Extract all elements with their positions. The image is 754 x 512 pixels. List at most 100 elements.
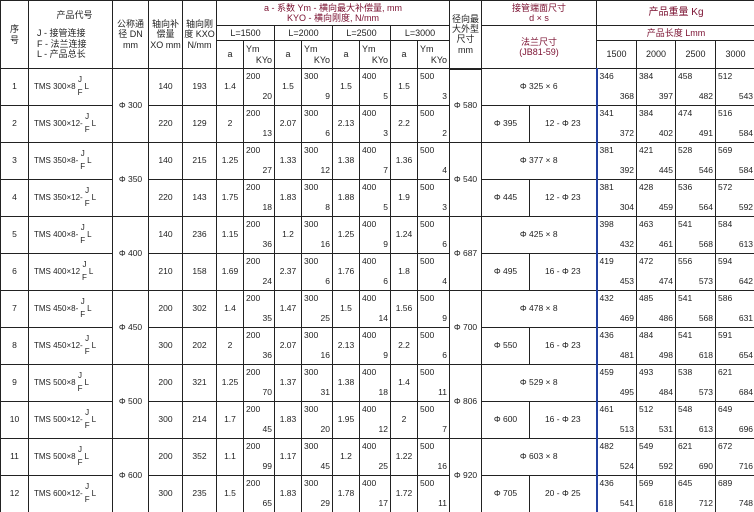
ym-kyo-cell: 400 17: [359, 475, 391, 512]
table-row: 8 TMS 450×12- J F L 300 202 2 200 36 2.07 300 16 2.13…: [0, 327, 754, 365]
pipe-end-size: Φ 377 × 8: [480, 142, 598, 180]
ym-value: 200: [246, 367, 261, 377]
weight-f: 397: [658, 91, 674, 102]
coefficient-a: 1.2: [332, 438, 360, 476]
weight-j: 591: [718, 330, 733, 340]
weight-cell: 541 618: [675, 327, 717, 365]
weight-f: 491: [698, 128, 714, 139]
kyo-value: 6: [325, 128, 330, 139]
weight-j: 689: [718, 478, 733, 488]
header-radial: 径向最大外型尺寸 mm: [449, 0, 482, 70]
coefficient-a: 1.15: [216, 216, 244, 254]
l-mark: L: [91, 489, 97, 499]
weight-f: 748: [738, 498, 754, 509]
ym-kyo-cell: 400 5: [359, 179, 391, 217]
product-code-text: TMS 350×12-: [34, 193, 83, 203]
weight-cell: 458 482: [675, 68, 717, 106]
table-row: 12 TMS 600×12- J F L 300 235 1.5 200 65 1.83 300 29 1…: [0, 475, 754, 512]
coefficient-a: 1.56: [390, 290, 418, 328]
flange-diameter: Φ 495: [481, 253, 530, 291]
coefficient-a: 1.38: [332, 142, 360, 180]
ym-kyo-cell: 200 36: [243, 327, 275, 365]
radial-max-size: Φ 920: [449, 438, 482, 512]
flange-diameter: Φ 395: [481, 105, 530, 143]
j-mark: J: [82, 260, 87, 270]
header-flange: 法兰尺寸 (JB81-59): [480, 25, 598, 69]
coefficient-a: 1.5: [390, 68, 418, 106]
coefficient-a: 1.25: [332, 216, 360, 254]
row-number: 5: [0, 216, 29, 254]
kyo-value: 13: [262, 128, 272, 139]
axial-stiffness: 193: [182, 68, 217, 106]
coefficient-a: 1.69: [216, 253, 244, 291]
ym-kyo-cell: 200 99: [243, 438, 275, 476]
header-kxo: 轴向刚度 KXO N/mm: [182, 0, 217, 69]
j-mark: J: [78, 75, 83, 85]
ym-kyo-cell: 300 45: [301, 438, 333, 476]
weight-j: 398: [599, 219, 614, 229]
header-a: a: [216, 40, 244, 69]
coefficient-a: 2.2: [390, 105, 418, 143]
f-mark: F: [84, 347, 90, 356]
axial-compensation: 220: [148, 105, 183, 143]
weight-cell: 549 592: [636, 438, 677, 476]
row-number: 3: [0, 142, 29, 180]
radial-max-size: Φ 806: [449, 364, 482, 439]
weight-j: 649: [718, 404, 733, 414]
weight-f: 592: [658, 461, 674, 472]
j-mark: J: [80, 297, 85, 307]
ym-value: 400: [362, 182, 377, 192]
ym-kyo-cell: 300 20: [301, 401, 333, 439]
weight-j: 512: [639, 404, 654, 414]
pipe-end-title: 接管端面尺寸: [512, 2, 567, 13]
product-code: TMS 450×12- J F L: [28, 327, 113, 365]
axial-compensation: 140: [148, 68, 183, 106]
ym-kyo-cell: 200 70: [243, 364, 275, 402]
pipe-end-sub: d × s: [529, 13, 549, 23]
kyo-value: 2: [442, 128, 447, 139]
flange-bolt-holes: 16 - Φ 23: [528, 253, 598, 291]
kyo-value: 6: [325, 276, 330, 287]
weight-f: 459: [658, 202, 674, 213]
header-ym-kyo: Ym KYo: [417, 40, 450, 69]
kyo-value: 3: [442, 91, 447, 102]
kyo-value: 6: [442, 239, 447, 250]
weight-f: 531: [658, 424, 674, 435]
ym-value: 400: [362, 404, 377, 414]
axial-compensation: 300: [148, 401, 183, 439]
weight-j: 421: [639, 145, 654, 155]
ym-kyo-cell: 300 6: [301, 253, 333, 291]
weight-f: 543: [738, 91, 754, 102]
weight-cell: 541 568: [675, 290, 717, 328]
ym-value: 500: [420, 367, 435, 377]
ym-label: Ym: [420, 44, 434, 54]
flange-std: (JB81-59): [519, 47, 559, 57]
weight-f: 684: [738, 387, 754, 398]
header-l2500: L=2500: [332, 25, 391, 41]
ym-value: 200: [246, 71, 261, 81]
coefficient-a: 1.9: [390, 179, 418, 217]
axial-stiffness: 214: [182, 401, 217, 439]
ym-kyo-cell: 400 14: [359, 290, 391, 328]
header-a: a: [332, 40, 360, 69]
kyo-value: 6: [383, 276, 388, 287]
weight-cell: 538 573: [675, 364, 717, 402]
weight-j: 538: [678, 367, 693, 377]
flange-diameter: Φ 550: [481, 327, 530, 365]
row-number: 8: [0, 327, 29, 365]
ym-value: 500: [420, 256, 435, 266]
flange-title: 法兰尺寸: [521, 36, 558, 47]
coefficient-a: 2: [216, 105, 244, 143]
coefficient-a: 1.76: [332, 253, 360, 291]
coefficient-a: 1.17: [274, 438, 302, 476]
product-code-text: TMS 300×8: [34, 82, 76, 92]
ym-value: 500: [420, 108, 435, 118]
weight-cell: 474 491: [675, 105, 717, 143]
weight-cell: 594 642: [715, 253, 754, 291]
j-mark: J: [85, 186, 90, 196]
kyo-value: 31: [320, 387, 330, 398]
kyo-value: 11: [438, 498, 447, 509]
weight-cell: 645 712: [675, 475, 717, 512]
coefficient-a: 2.2: [390, 327, 418, 365]
